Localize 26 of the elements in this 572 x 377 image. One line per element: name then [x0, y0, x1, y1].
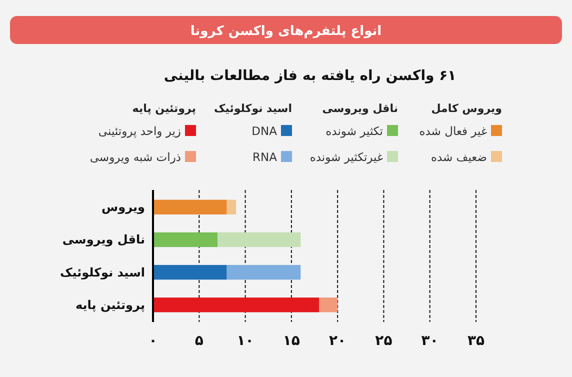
legend-label: DNA	[252, 124, 278, 138]
y-tick-label: ناقل ویروسی	[62, 232, 145, 247]
legend-label: زیر واحد پروتئینی	[98, 124, 181, 138]
legend-label: RNA	[252, 150, 278, 164]
legend-label: تکثیر شونده	[326, 124, 383, 138]
text: ناقل ویروسی	[322, 102, 398, 115]
x-tick-label: ۱۵	[282, 333, 300, 349]
x-tick-label: ۱۰	[236, 333, 254, 349]
x-tick-label: ۵	[194, 333, 204, 349]
legend-label: غیرتکثیر شونده	[310, 150, 383, 164]
x-tick-label: ۰	[148, 333, 158, 349]
chart-title: انواع پلتفرم‌های واکسن کرونا	[190, 24, 382, 39]
text: اسید نوکلوئیک	[214, 102, 292, 115]
legend-label: غیر فعال شده	[419, 124, 487, 138]
x-tick-label: ۲۵	[375, 333, 393, 349]
legend-label: ضعیف شده	[430, 150, 487, 164]
text: پروتئین پایه	[132, 102, 196, 115]
legend-label: ذرات شبه ویروسی	[90, 150, 181, 164]
text: ویروس کامل	[431, 102, 502, 115]
chart-subtitle: ۶۱ واکسن راه یافته به فاز مطالعات بالینی	[164, 68, 456, 84]
y-tick-label: پروتئین پایه	[75, 298, 145, 312]
y-tick-label: ویروس	[102, 200, 145, 214]
x-tick-label: ۳۰	[421, 333, 438, 349]
x-tick-label: ۲۰	[329, 333, 346, 349]
y-tick-label: اسید نوکلوئیک	[60, 265, 145, 280]
x-tick-label: ۳۵	[467, 333, 485, 349]
